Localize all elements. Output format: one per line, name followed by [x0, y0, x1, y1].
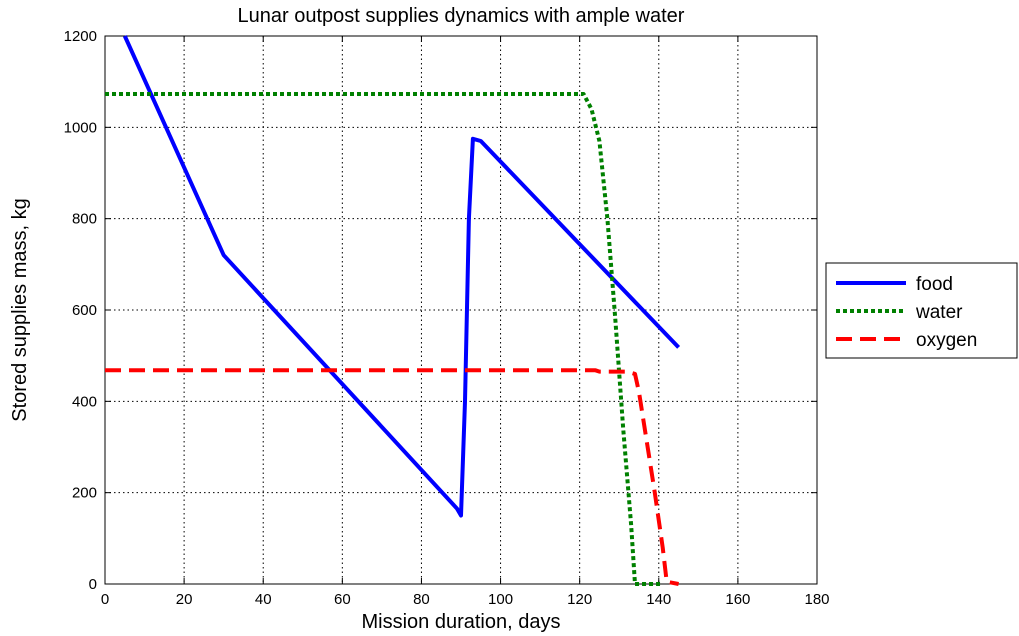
series-lines [105, 35, 681, 586]
legend-label-oxygen: oxygen [916, 330, 977, 351]
y-tick-label: 600 [72, 302, 97, 319]
series-line-food [122, 35, 681, 518]
legend: food water oxygen [825, 262, 1018, 359]
x-tick-label: 100 [488, 591, 513, 608]
x-tick-label: 120 [567, 591, 592, 608]
x-tick-label: 80 [413, 591, 430, 608]
y-axis-label: Stored supplies mass, kg [9, 198, 31, 421]
x-tick-label: 180 [804, 591, 829, 608]
y-tick-label: 1200 [64, 28, 97, 45]
legend-label-food: food [916, 274, 953, 295]
y-tick-labels: 0 200 400 600 800 1000 1200 [64, 28, 97, 593]
y-tick-label: 200 [72, 485, 97, 502]
y-tick-label: 0 [89, 576, 97, 593]
grid [105, 36, 817, 584]
x-tick-label: 140 [646, 591, 671, 608]
y-tick-label: 800 [72, 211, 97, 228]
x-tick-label: 160 [725, 591, 750, 608]
x-tick-label: 40 [255, 591, 272, 608]
y-tick-label: 1000 [64, 119, 97, 136]
y-tick-label: 400 [72, 393, 97, 410]
axis-ticks [104, 35, 818, 585]
chart-title: Lunar outpost supplies dynamics with amp… [238, 5, 685, 27]
legend-label-water: water [915, 302, 963, 323]
x-tick-label: 0 [101, 591, 109, 608]
x-tick-labels: 0 20 40 60 80 100 120 140 160 180 [101, 591, 830, 608]
series-line-oxygen [105, 368, 679, 586]
series-line-water [105, 92, 663, 586]
legend-box [825, 262, 1018, 359]
x-tick-label: 20 [176, 591, 193, 608]
x-axis-label: Mission duration, days [362, 611, 561, 633]
x-tick-label: 60 [334, 591, 351, 608]
